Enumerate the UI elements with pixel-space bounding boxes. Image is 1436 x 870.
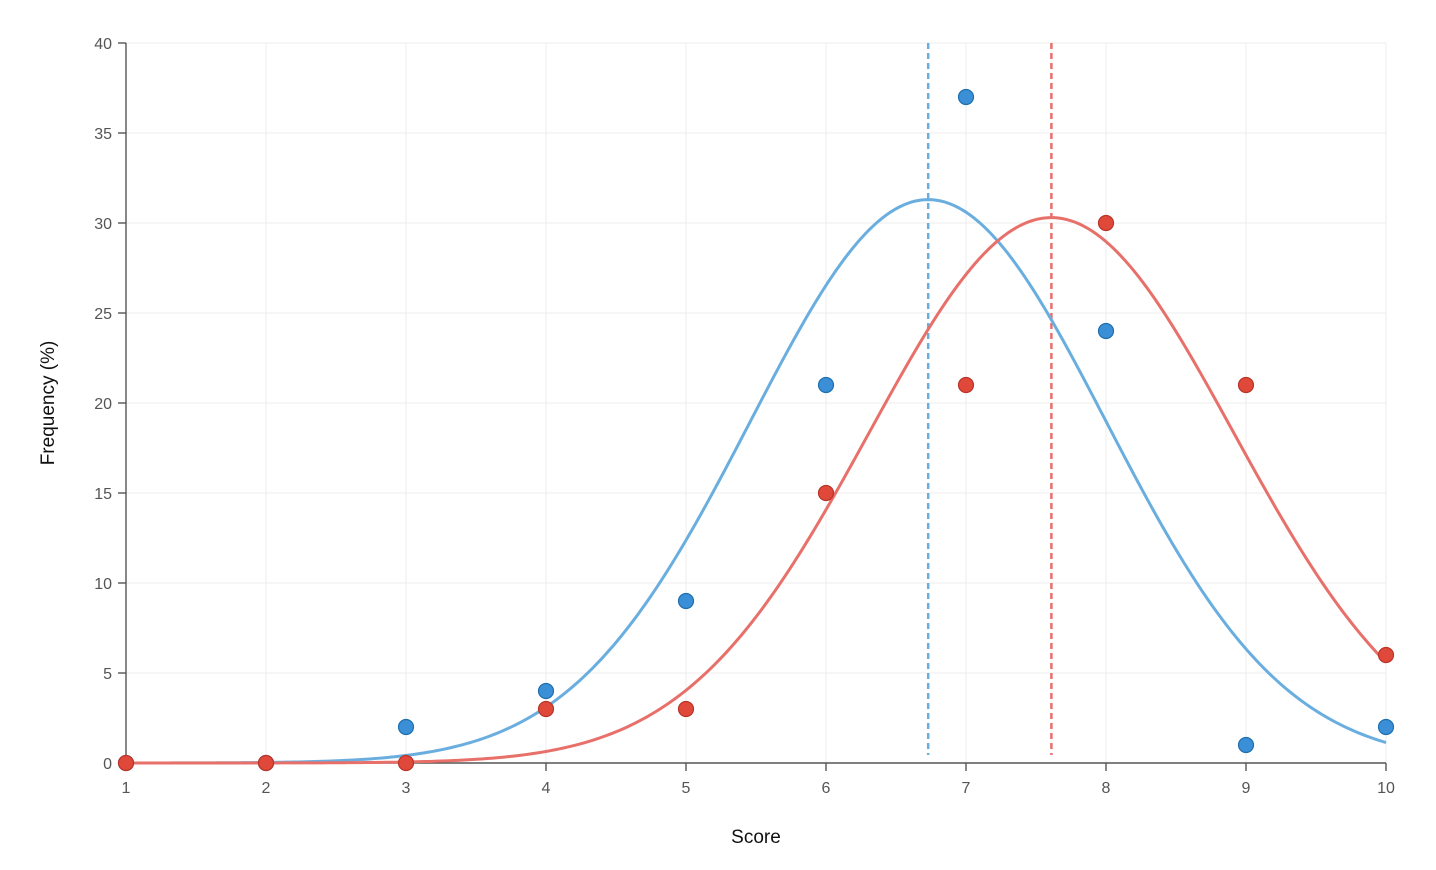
series-2-point <box>537 700 555 718</box>
series-2-point <box>957 376 975 394</box>
x-axis-title: Score <box>731 827 781 848</box>
y-tick-label: 35 <box>94 126 112 143</box>
series-1-point <box>817 376 835 394</box>
y-tick-label: 0 <box>103 756 112 773</box>
y-tick-label: 40 <box>94 36 112 53</box>
series-2-point <box>677 700 695 718</box>
x-tick-label: 10 <box>1377 780 1395 797</box>
series-1-point <box>677 592 695 610</box>
y-tick-label: 25 <box>94 306 112 323</box>
fit-curve-1 <box>126 198 1387 765</box>
mean-lines <box>926 43 1053 755</box>
y-axis-title: Frequency (%) <box>38 341 59 466</box>
series-1-point <box>1237 736 1255 754</box>
series-2-point <box>1377 646 1395 664</box>
series-2-point <box>397 754 415 772</box>
x-tick-label: 2 <box>262 780 271 797</box>
series-2-point <box>1097 214 1115 232</box>
x-tick-label: 3 <box>402 780 411 797</box>
x-tick-label: 4 <box>542 780 551 797</box>
fit-curve-2 <box>126 216 1388 765</box>
series-2-point <box>1237 376 1255 394</box>
series-2-point <box>117 754 135 772</box>
y-tick-label: 10 <box>94 576 112 593</box>
x-tick-label: 7 <box>962 780 971 797</box>
series-1-point <box>1377 718 1395 736</box>
y-tick-label: 20 <box>94 396 112 413</box>
series-1-point <box>957 88 975 106</box>
x-tick-label: 6 <box>822 780 831 797</box>
series-1-point <box>397 718 415 736</box>
x-tick-label: 5 <box>682 780 691 797</box>
axes: 0 5 10 15 20 25 30 35 40 1 2 3 4 5 6 7 8 9 10 <box>94 36 1395 797</box>
x-tick-label: 1 <box>122 780 131 797</box>
x-tick-label: 8 <box>1102 780 1111 797</box>
data-points <box>117 88 1395 772</box>
y-tick-label: 30 <box>94 216 112 233</box>
series-1-point <box>537 682 555 700</box>
y-tick-label: 15 <box>94 486 112 503</box>
grid <box>126 42 1387 763</box>
series-2-point <box>817 484 835 502</box>
series-2-point <box>257 754 275 772</box>
series-1-point <box>1097 322 1115 340</box>
y-tick-label: 5 <box>103 666 112 683</box>
x-tick-label: 9 <box>1242 780 1251 797</box>
fit-curves <box>126 198 1388 765</box>
